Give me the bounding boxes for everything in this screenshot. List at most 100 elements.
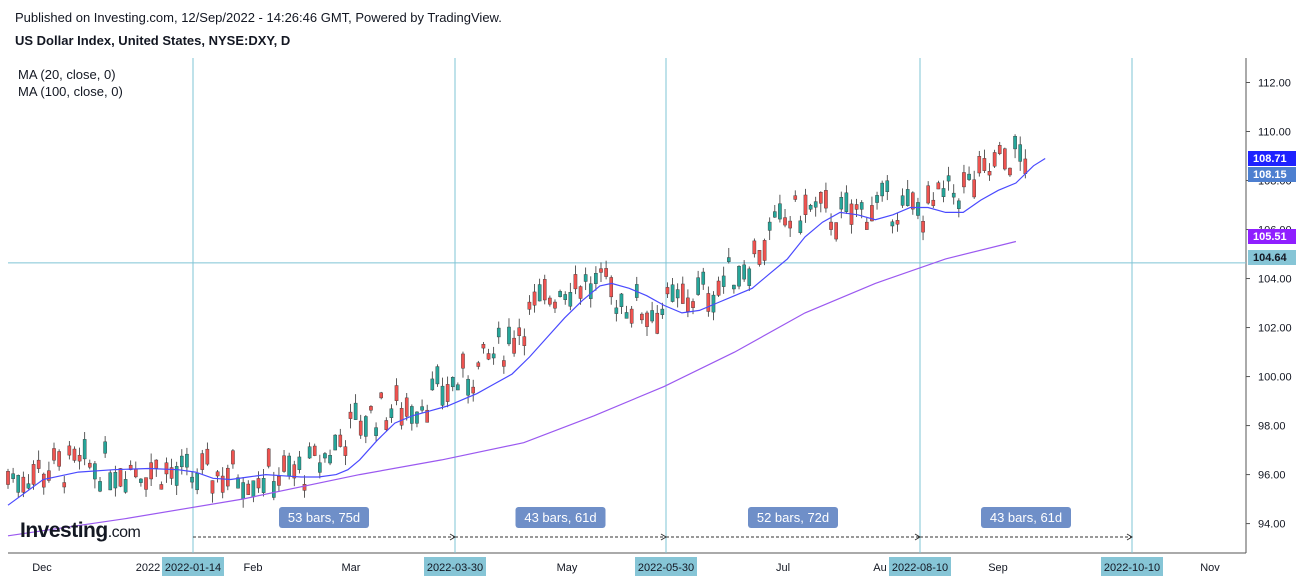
candle-body [742, 264, 746, 280]
y-tick-label: 96.00 [1258, 470, 1286, 482]
candle-body [461, 353, 465, 369]
candle-body [726, 257, 731, 262]
candle-body [241, 482, 245, 500]
candle-body [808, 204, 813, 210]
candle-body [558, 291, 562, 297]
ma100-legend[interactable]: MA (100, close, 0) [18, 84, 123, 99]
candle-body [721, 275, 726, 287]
candle-body [348, 411, 353, 419]
candle-body [507, 326, 511, 345]
candle-body [532, 291, 537, 306]
candle-body [1018, 144, 1022, 162]
candle-body [880, 182, 884, 197]
candle-body [517, 327, 522, 336]
candle-body [425, 409, 429, 423]
candle-body [220, 475, 225, 493]
candle-body [691, 301, 695, 308]
candle-body [297, 456, 302, 470]
candle-body [665, 287, 670, 295]
candle-body [333, 434, 337, 451]
candle-body [650, 310, 654, 322]
investing-logo: Investing.com [20, 519, 141, 542]
candle-body [680, 283, 685, 304]
candle-body [859, 202, 864, 210]
candle-body [716, 280, 721, 296]
candle-body [261, 478, 266, 493]
candle-body [997, 145, 1002, 154]
candle-body [619, 293, 624, 307]
y-tick-label: 102.00 [1258, 323, 1292, 335]
candle-body [144, 477, 148, 490]
candle-body [573, 274, 578, 290]
candle-body [302, 484, 307, 491]
x-tick-label: Sep [988, 562, 1008, 574]
price-label-box [1248, 167, 1296, 182]
price-label-box [1248, 151, 1296, 166]
candle-body [1013, 135, 1017, 150]
candle-body [369, 406, 373, 411]
candle-body [195, 473, 199, 491]
candle-body [916, 202, 920, 216]
range-label: 43 bars, 61d [990, 510, 1062, 525]
candle-body [374, 427, 378, 436]
candle-body [16, 475, 21, 493]
candle-body [134, 469, 138, 478]
candle-body [931, 199, 936, 206]
candle-body [364, 416, 368, 437]
candle-body [87, 462, 92, 468]
x-tick-label: Mar [342, 562, 361, 574]
date-marker-box [889, 557, 951, 576]
candle-body [706, 293, 711, 312]
range-arrowhead [1126, 533, 1133, 541]
candle-body [921, 221, 925, 233]
candle-body [456, 384, 460, 391]
candle-body [277, 476, 281, 486]
candle-body [670, 284, 675, 302]
candle-body [266, 448, 271, 467]
candle-body [82, 439, 87, 460]
y-tick-label: 94.00 [1258, 519, 1286, 531]
candle-body [870, 205, 874, 222]
candle-body [982, 158, 987, 171]
candle-body [486, 353, 491, 360]
candle-body [246, 483, 251, 495]
candle-body [169, 467, 174, 479]
candle-body [215, 471, 220, 477]
candle-body [118, 468, 123, 487]
candle-body [972, 179, 976, 198]
ma100-line [7, 240, 1017, 537]
date-marker-label: 2022-01-14 [165, 562, 221, 574]
x-tick-label: Au [873, 562, 886, 574]
candle-body [185, 453, 189, 468]
candle-body [951, 192, 956, 198]
candle-body [987, 171, 992, 176]
date-marker-box [162, 557, 224, 576]
candle-body [946, 175, 951, 182]
candle-body [624, 312, 629, 319]
candle-body [154, 459, 159, 469]
candle-body [578, 286, 583, 299]
candle-body [430, 378, 435, 391]
candle-body [813, 201, 818, 208]
candle-body [236, 477, 240, 489]
candle-body [553, 301, 557, 309]
candle-body [967, 173, 971, 180]
date-marker-label: 2022-05-30 [638, 562, 694, 574]
candle-body [502, 360, 506, 367]
candle-body [660, 308, 665, 315]
candle-body [905, 189, 910, 206]
candle-body [992, 152, 997, 167]
candle-body [108, 472, 113, 491]
candle-body [890, 221, 895, 227]
candle-body [328, 455, 332, 464]
candle-body [819, 192, 823, 204]
price-label: 105.51 [1253, 231, 1287, 243]
candle-body [404, 397, 409, 417]
candle-body [159, 484, 164, 490]
x-tick-label: May [557, 562, 578, 574]
ma20-legend[interactable]: MA (20, close, 0) [18, 67, 116, 82]
candle-body [180, 455, 184, 468]
candle-body [67, 445, 72, 456]
ma20-line [7, 157, 1046, 506]
